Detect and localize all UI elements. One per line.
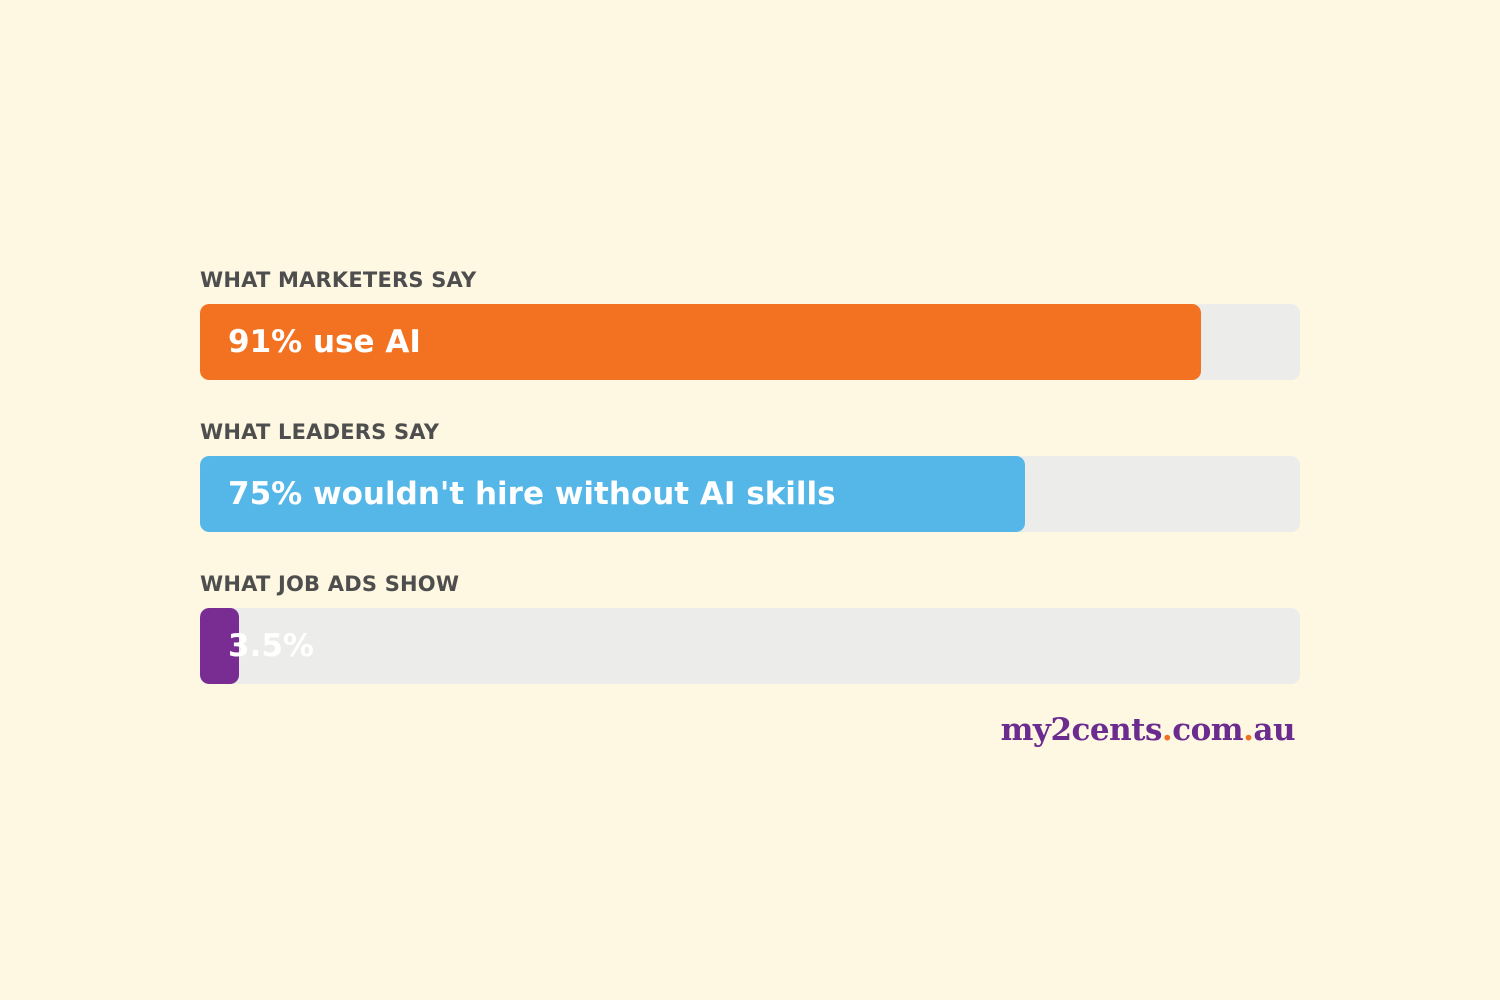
brand-dot: . <box>1161 712 1173 748</box>
bar-category-label: WHAT LEADERS SAY <box>200 420 440 444</box>
chart-row-job-ads: WHAT JOB ADS SHOW 3.5% <box>200 570 1300 722</box>
bar-chart: WHAT MARKETERS SAY 91% use AI WHAT LEADE… <box>200 266 1300 722</box>
bar-track: 3.5% <box>200 608 1300 684</box>
brand-name: my2cents <box>1000 712 1163 748</box>
bar-track: 75% wouldn't hire without AI skills <box>200 456 1300 532</box>
chart-row-leaders: WHAT LEADERS SAY 75% wouldn't hire witho… <box>200 418 1300 570</box>
bar-category-label: WHAT JOB ADS SHOW <box>200 572 460 596</box>
brand-domain: com <box>1172 712 1244 748</box>
brand-logo-text: my2cents.com.au <box>1000 712 1296 748</box>
chart-row-marketers: WHAT MARKETERS SAY 91% use AI <box>200 266 1300 418</box>
bar-data-label: 91% use AI <box>228 324 421 360</box>
bar-fill <box>200 456 1025 532</box>
bar-fill <box>200 608 239 684</box>
bar-fill <box>200 304 1201 380</box>
bar-track: 91% use AI <box>200 304 1300 380</box>
brand-country: au <box>1253 712 1295 748</box>
bar-data-label: 75% wouldn't hire without AI skills <box>228 476 836 512</box>
brand-dot: . <box>1243 712 1254 748</box>
bar-category-label: WHAT MARKETERS SAY <box>200 268 477 292</box>
bar-data-label: 3.5% <box>228 628 314 664</box>
